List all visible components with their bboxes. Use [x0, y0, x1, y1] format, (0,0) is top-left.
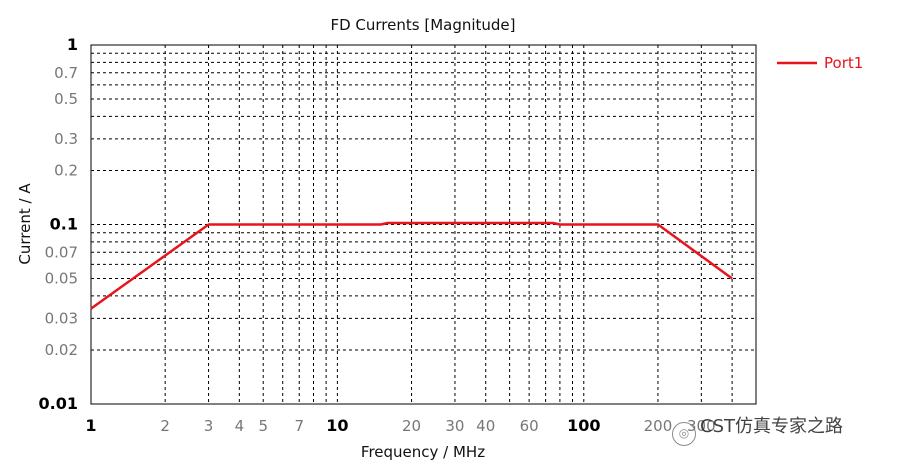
legend-label: Port1: [824, 54, 863, 72]
y-tick-label: 0.03: [45, 309, 78, 327]
wechat-icon: ◎: [672, 422, 696, 446]
x-axis: 1 2 3 4 5 7 10 20 30 40 60 100 200 300: [85, 416, 715, 435]
y-tick-label: 0.02: [45, 341, 78, 359]
watermark: ◎ CST仿真专家之路: [672, 412, 843, 446]
plot-area: [90, 44, 757, 405]
x-tick-label: 100: [567, 416, 600, 435]
x-tick-label: 7: [294, 417, 304, 435]
legend: Port1: [777, 54, 863, 72]
watermark-text: CST仿真专家之路: [700, 416, 843, 437]
x-tick-label: 60: [520, 417, 539, 435]
x-tick-label: 4: [235, 417, 245, 435]
y-tick-label: 0.2: [54, 161, 78, 179]
x-tick-label: 5: [258, 417, 268, 435]
series-line-port1: [90, 221, 733, 310]
x-tick-label: 3: [204, 417, 214, 435]
y-tick-label: 0.7: [54, 64, 78, 82]
y-tick-label: 1: [67, 35, 78, 54]
grid: [91, 45, 756, 404]
series-group: [90, 221, 733, 310]
x-axis-label: Frequency / MHz: [361, 443, 485, 461]
x-tick-label: 20: [402, 417, 421, 435]
y-tick-label: 0.07: [45, 243, 78, 261]
y-axis: 1 0.7 0.5 0.3 0.2 0.1 0.07 0.05 0.03 0.02 0.01: [39, 35, 78, 413]
y-axis-label: Current / A: [16, 183, 34, 265]
x-tick-label: 200: [644, 417, 673, 435]
y-tick-label: 0.01: [39, 394, 78, 413]
x-tick-label: 40: [476, 417, 495, 435]
y-tick-label: 0.05: [45, 270, 78, 288]
x-tick-label: 2: [160, 417, 170, 435]
y-tick-label: 0.3: [54, 130, 78, 148]
y-tick-label: 0.5: [54, 90, 78, 108]
x-tick-label: 1: [85, 416, 96, 435]
x-tick-label: 30: [445, 417, 464, 435]
chart-title: FD Currents [Magnitude]: [330, 16, 515, 34]
y-tick-label: 0.1: [50, 215, 78, 234]
x-tick-label: 10: [326, 416, 348, 435]
